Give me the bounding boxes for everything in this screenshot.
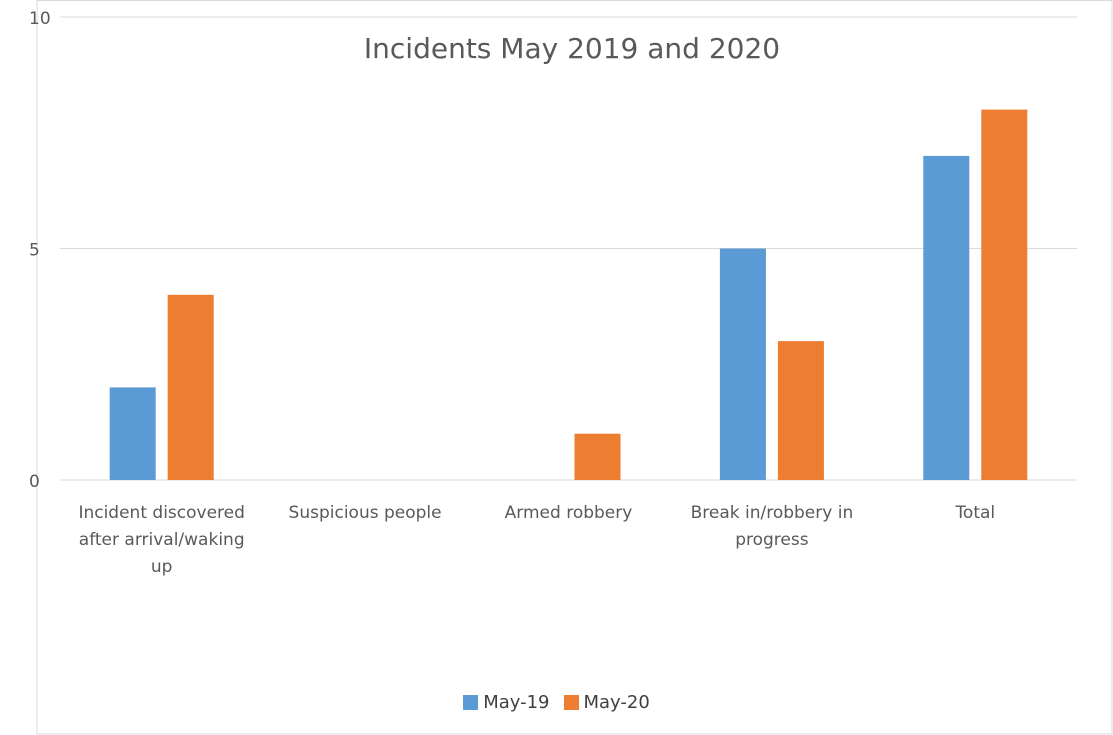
bar-may-20: [574, 433, 621, 480]
x-category-label: Break in/robbery in progress: [691, 503, 854, 550]
bar-may-20: [981, 109, 1028, 480]
legend-item: May-20: [563, 691, 650, 713]
x-axis-categories: Incident discovered after arrival/waking u…: [78, 503, 995, 577]
x-category-label: Armed robbery: [505, 503, 633, 523]
legend-swatch: [463, 694, 479, 710]
legend-item: May-19: [463, 691, 550, 713]
y-tick-label: 0: [29, 472, 40, 492]
legend-label: May-19: [483, 691, 550, 713]
bars: [109, 109, 1028, 480]
y-tick-label: 10: [29, 9, 51, 29]
bar-may-19: [719, 248, 766, 480]
bar-may-20: [777, 341, 824, 480]
legend-label: May-20: [583, 691, 650, 713]
x-category-label: Incident discovered after arrival/waking u…: [78, 503, 244, 577]
y-axis-ticks: 0 5 10: [29, 9, 51, 492]
chart-border: [36, 0, 1113, 735]
chart-title: Incidents May 2019 and 2020: [364, 32, 780, 65]
bar-may-19: [923, 155, 970, 480]
bar-may-19: [109, 387, 156, 480]
x-category-label: Total: [954, 503, 995, 523]
legend: May-19 May-20: [0, 690, 1113, 714]
x-category-label: Suspicious people: [289, 503, 442, 523]
bar-may-20: [167, 294, 214, 480]
gridlines: [60, 16, 1077, 481]
y-tick-label: 5: [29, 241, 40, 261]
legend-swatch: [563, 694, 579, 710]
